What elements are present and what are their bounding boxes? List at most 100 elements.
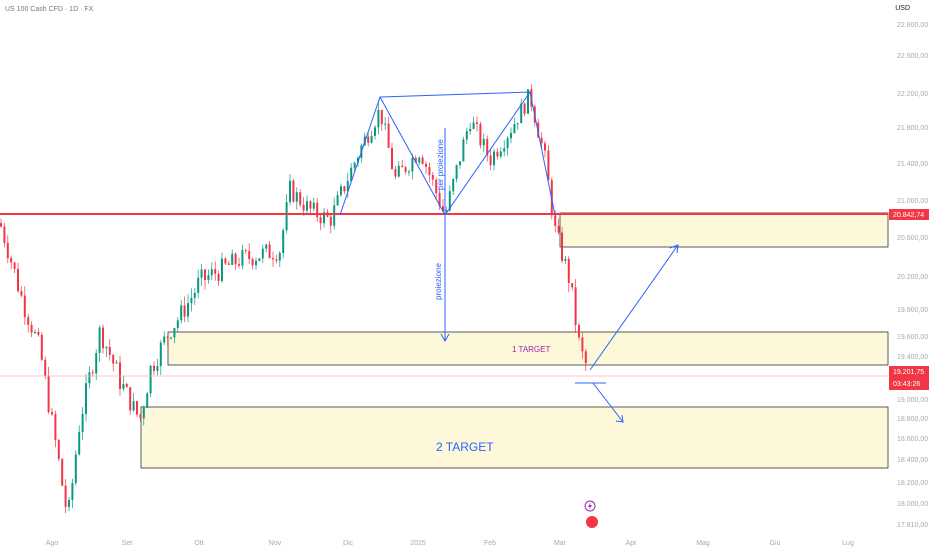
candle: [346, 181, 349, 192]
candle: [275, 259, 278, 261]
candle: [350, 167, 353, 182]
candle: [3, 226, 6, 243]
candle: [323, 212, 325, 224]
time-tick: Mar: [554, 540, 567, 547]
candle: [234, 253, 237, 265]
candle: [282, 230, 285, 254]
candle: [57, 440, 60, 459]
candle: [238, 264, 240, 266]
candle: [105, 346, 108, 349]
candle: [472, 122, 475, 129]
price-tick: 17.810,00: [897, 522, 928, 529]
currency-label: USD: [895, 5, 910, 12]
candle: [411, 157, 414, 172]
candle: [98, 327, 101, 353]
candle: [95, 352, 98, 374]
candle: [516, 123, 519, 125]
candle: [64, 485, 67, 507]
candle: [125, 384, 128, 388]
candle: [374, 127, 376, 136]
candle: [408, 171, 410, 173]
candle: [299, 192, 302, 205]
candle: [367, 136, 370, 143]
candle: [544, 143, 546, 151]
target2-label: 2 TARGET: [436, 440, 494, 454]
candle: [23, 295, 26, 318]
candle: [503, 148, 506, 152]
chart-title: US 100 Cash CFD · 1D · FX: [5, 6, 94, 13]
candle: [47, 375, 50, 413]
candle: [88, 372, 91, 384]
candle: [85, 383, 87, 414]
price-tick: 20.200,00: [897, 274, 928, 281]
candle: [248, 250, 251, 259]
candle: [476, 122, 478, 125]
candle: [309, 201, 312, 209]
candle: [482, 138, 485, 146]
resistance-value: 20.842,74: [893, 212, 924, 219]
candle: [272, 258, 274, 260]
proj-label-2: proiezione: [434, 263, 443, 300]
candle: [214, 269, 217, 274]
candle: [54, 414, 57, 441]
candle: [469, 128, 472, 132]
candle: [227, 263, 230, 265]
price-tick: 18.800,00: [897, 416, 928, 423]
candle: [200, 269, 203, 278]
candle: [156, 366, 159, 371]
candle: [377, 109, 380, 128]
candle: [224, 258, 227, 264]
candle: [136, 401, 138, 415]
candle: [397, 165, 400, 177]
time-tick: Giu: [770, 540, 781, 547]
zone-target1: [167, 331, 889, 366]
candle: [20, 291, 23, 296]
candle: [306, 201, 308, 211]
candle: [91, 372, 94, 374]
candle: [17, 268, 19, 292]
candle: [244, 250, 247, 252]
candle: [159, 342, 162, 367]
candle: [197, 277, 200, 293]
time-tick: Lug: [842, 540, 854, 547]
candle: [520, 103, 523, 124]
candle: [442, 206, 444, 212]
candle: [183, 305, 186, 317]
price-tick: 22.200,00: [897, 91, 928, 98]
candle: [166, 336, 169, 338]
candle: [571, 282, 574, 288]
time-tick: Dic: [343, 540, 354, 547]
candle: [278, 253, 281, 261]
candle: [241, 250, 244, 266]
up-arrow: [589, 244, 679, 371]
candle: [176, 320, 179, 329]
candle: [574, 287, 577, 325]
candle: [190, 297, 193, 304]
candle: [455, 164, 458, 179]
countdown: 03:43:26: [893, 381, 920, 388]
candle: [401, 165, 404, 168]
candle: [112, 354, 115, 364]
candle: [68, 500, 70, 507]
candle: [387, 123, 390, 148]
candle: [459, 161, 461, 165]
candle: [370, 135, 373, 143]
price-tick: 21.400,00: [897, 161, 928, 168]
time-tick: Mag: [696, 540, 710, 547]
candle: [428, 166, 431, 175]
candle: [146, 393, 149, 408]
candle: [384, 123, 387, 125]
candle: [581, 337, 584, 352]
last-price-badge: [889, 366, 929, 390]
candle: [425, 163, 427, 167]
candle: [30, 324, 33, 333]
candle: [193, 292, 196, 298]
candle: [149, 365, 152, 394]
price-tick: 19.600,00: [897, 334, 928, 341]
price-tick: 21.000,00: [897, 198, 928, 205]
price-tick: 22.600,00: [897, 53, 928, 60]
candle: [204, 269, 206, 280]
candle: [435, 179, 438, 193]
candle: [292, 180, 295, 202]
